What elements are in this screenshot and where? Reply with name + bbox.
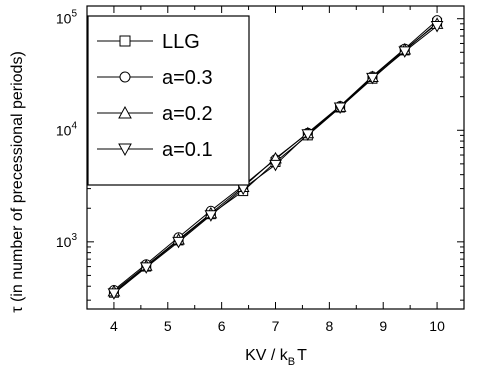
x-tick-label: 4 (110, 318, 118, 334)
x-tick-label: 7 (272, 318, 280, 334)
legend-box (87, 15, 250, 186)
data-point (269, 159, 282, 172)
x-tick-label: 6 (218, 318, 226, 334)
legend-marker (119, 71, 131, 83)
x-tick-label: 9 (379, 318, 387, 334)
legend-item-a-0-1: a=0.1 (97, 139, 213, 161)
data-point (172, 236, 185, 249)
x-tick-label: 10 (429, 318, 445, 334)
data-point (204, 210, 218, 222)
y-tick-label: 104 (56, 120, 78, 138)
data-point (366, 72, 379, 85)
legend-label: a=0.2 (162, 103, 213, 125)
legend-marker (118, 143, 132, 157)
legend-marker (119, 35, 131, 47)
x-tick-label: 5 (164, 318, 172, 334)
legend-label: a=0.3 (162, 67, 213, 89)
data-point (107, 288, 121, 300)
data-point (430, 21, 444, 33)
series-a-0-1 (107, 21, 444, 300)
legend-item-llg: LLG (97, 31, 200, 53)
y-tick-label: 105 (56, 9, 78, 27)
axes: 4 5 6 7 8 9 10 103 104 105 (56, 5, 465, 334)
x-axis-title-sub: B (288, 356, 295, 368)
legend: LLG a=0.3 a=0.2 a=0.1 (87, 15, 250, 186)
y-axis-title: τ (in number of precessional periods) (9, 51, 26, 313)
legend-item-a-0-2: a=0.2 (97, 103, 213, 125)
data-point (139, 262, 153, 274)
data-point (301, 129, 315, 141)
legend-marker (118, 105, 132, 119)
data-point (398, 46, 412, 58)
legend-label: a=0.1 (162, 139, 213, 161)
x-axis-title: KV / kB T (245, 347, 307, 368)
x-axis-title-end: T (297, 347, 307, 364)
y-tick-label: 103 (56, 232, 78, 250)
legend-label: LLG (162, 31, 200, 53)
x-tick-label: 8 (325, 318, 333, 334)
legend-item-a-0-3: a=0.3 (97, 67, 213, 89)
data-point (333, 102, 347, 115)
x-axis-title-main: KV / k (245, 347, 289, 364)
